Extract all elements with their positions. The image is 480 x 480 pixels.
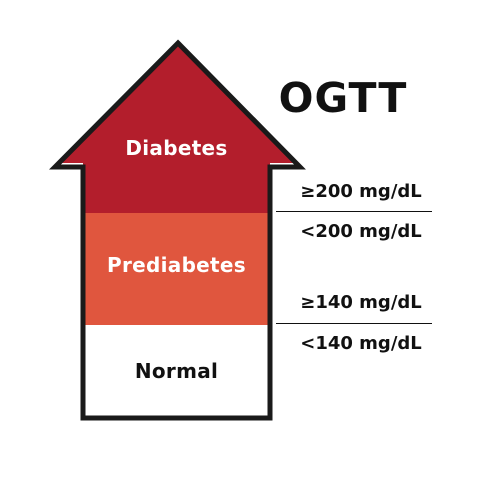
divider-200: [276, 211, 432, 212]
threshold-prediabetes-max: <200 mg/dL: [300, 221, 422, 242]
chart-title: OGTT: [278, 74, 408, 122]
divider-140: [276, 323, 432, 324]
diabetes-zone: [60, 43, 293, 213]
prediabetes-label: Prediabetes: [107, 253, 246, 277]
prediabetes-zone: [83, 213, 270, 325]
threshold-normal-max: <140 mg/dL: [300, 333, 422, 354]
normal-zone: [83, 325, 270, 418]
diabetes-label: Diabetes: [125, 136, 228, 160]
arrow-outline: [48, 39, 306, 421]
normal-label: Normal: [134, 359, 219, 383]
threshold-prediabetes-min: ≥140 mg/dL: [300, 292, 422, 313]
threshold-diabetes-min: ≥200 mg/dL: [300, 181, 422, 202]
